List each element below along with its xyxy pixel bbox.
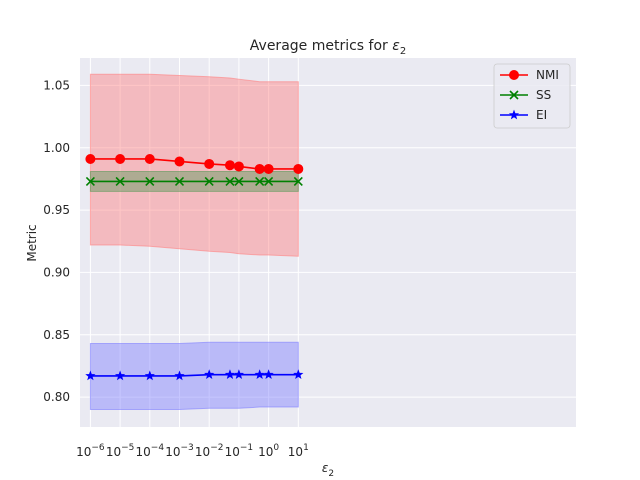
data-point-ss [174, 176, 185, 186]
legend-label-ei: EI [536, 108, 547, 122]
data-point-ss [255, 176, 265, 186]
legend: NMI SS EI [493, 63, 571, 129]
legend-marker-ss [509, 90, 519, 100]
series-markers [85, 153, 304, 381]
y-tick-labels: 0.80 0.85 0.90 0.95 1.00 1.05 [43, 78, 70, 404]
data-point-ei [254, 369, 265, 379]
plot-area [80, 58, 576, 427]
data-point-ss [234, 176, 244, 186]
data-point-ss [145, 176, 155, 186]
y-tick-label: 0.90 [43, 265, 70, 279]
x-tick-label: 100 [258, 443, 279, 459]
data-point-nmi [293, 163, 304, 174]
y-tick-label: 0.85 [43, 328, 70, 342]
data-point-nmi [85, 153, 96, 164]
x-tick-label: 10−6 [76, 443, 105, 459]
data-point-ei [174, 370, 185, 381]
data-point-ei [263, 369, 274, 379]
data-point-nmi [263, 163, 274, 174]
x-tick-label: 101 [288, 443, 309, 459]
chart-title: Average metrics for ε2 [250, 38, 406, 57]
data-point-ei [293, 369, 304, 379]
data-point-nmi [224, 160, 235, 171]
y-tick-label: 0.80 [43, 390, 70, 404]
data-point-ss [204, 176, 214, 186]
legend-marker-ei [508, 109, 520, 120]
data-point-ei [85, 370, 96, 381]
legend-label-ss: SS [536, 88, 551, 102]
x-tick-label: 10−4 [136, 443, 165, 459]
y-tick-label: 1.05 [43, 78, 70, 92]
y-tick-label: 1.00 [43, 141, 70, 155]
x-tick-label: 10−5 [106, 443, 135, 459]
data-point-ss [264, 176, 274, 186]
data-point-nmi [254, 163, 265, 174]
legend-box [493, 63, 571, 129]
legend-label-nmi: NMI [536, 68, 559, 82]
data-point-ei [115, 370, 126, 381]
data-point-nmi [115, 153, 126, 164]
x-tick-label: 10−3 [165, 443, 194, 459]
legend-marker-nmi [509, 70, 519, 80]
data-point-nmi [233, 161, 244, 172]
y-axis-label: Metric [25, 224, 39, 261]
series-line-ei [90, 373, 299, 377]
x-axis-label: ε2 [322, 461, 334, 479]
data-point-nmi [144, 153, 155, 164]
data-point-ss [85, 176, 95, 186]
data-point-ss [293, 176, 303, 186]
data-point-nmi [174, 156, 185, 167]
y-tick-label: 0.95 [43, 203, 70, 217]
data-point-ei [233, 369, 244, 379]
data-point-nmi [204, 158, 215, 169]
data-point-ei [144, 370, 155, 381]
data-point-ei [224, 369, 236, 379]
band-nmi [89, 73, 299, 257]
confidence-bands [89, 73, 299, 411]
data-point-ss [225, 176, 235, 186]
data-point-ei [204, 369, 215, 379]
data-point-ss [115, 176, 125, 186]
x-tick-label: 10−2 [195, 443, 224, 459]
x-tick-label: 10−1 [225, 443, 254, 459]
x-tick-labels: 10−6 10−5 10−4 10−3 10−2 10−1 100 101 [76, 443, 309, 459]
